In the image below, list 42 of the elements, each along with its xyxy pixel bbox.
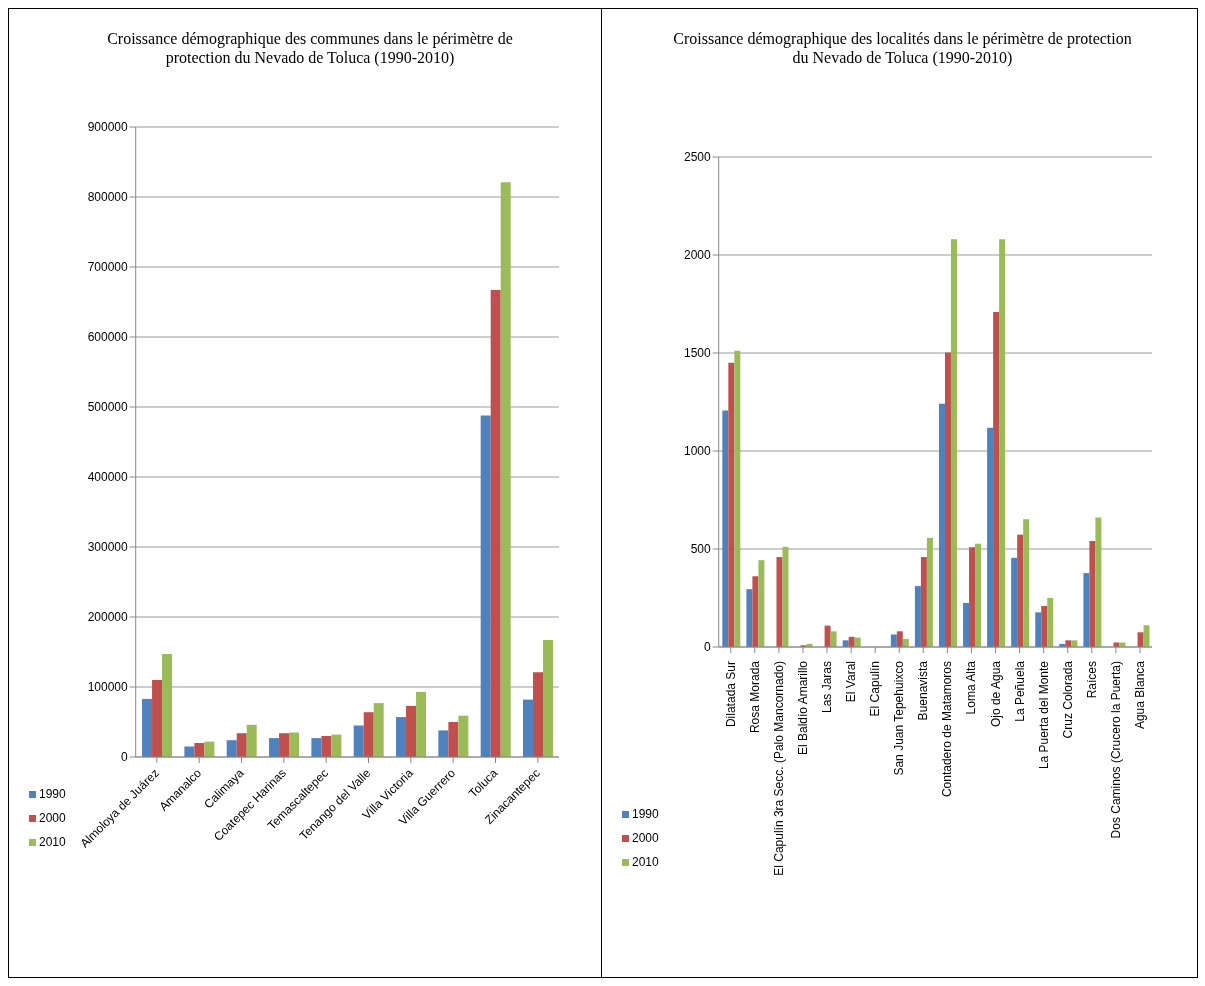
y-tick-label: 100000 bbox=[87, 680, 129, 695]
y-tick-label: 800000 bbox=[87, 190, 129, 205]
x-tick-label: San Juan Tepehuixco bbox=[892, 660, 907, 776]
y-tick-label: 700000 bbox=[87, 260, 129, 275]
y-tick-label: 500 bbox=[690, 542, 712, 557]
x-tick-label: Rosa Morada bbox=[747, 660, 762, 734]
x-tick-label: La Peñuela bbox=[1012, 660, 1027, 722]
y-tick-label: 2500 bbox=[684, 150, 712, 165]
x-tick-label: Agua Blanca bbox=[1132, 660, 1147, 730]
x-tick-label: Buenavista bbox=[916, 660, 931, 721]
legend-label: 2000 bbox=[632, 831, 659, 845]
legend-label: 2010 bbox=[39, 835, 66, 849]
y-tick-label: 400000 bbox=[87, 470, 129, 485]
y-tick-label: 0 bbox=[704, 640, 712, 655]
x-tick-label: Dilatada Sur bbox=[723, 661, 738, 728]
x-tick-label: El Varal bbox=[844, 661, 859, 703]
x-tick-label: El Baldío Amarillo bbox=[795, 660, 810, 756]
x-tick-label: El Capulín 3ra Secc. (Palo Mancornado) bbox=[771, 661, 786, 876]
x-tick-label: La Puerta del Monte bbox=[1036, 660, 1051, 770]
y-tick-label: 1000 bbox=[684, 444, 712, 459]
y-tick-label: 0 bbox=[121, 750, 129, 765]
y-tick-label: 300000 bbox=[87, 540, 129, 555]
y-tick-label: 2000 bbox=[684, 248, 712, 263]
y-tick-label: 500000 bbox=[87, 400, 129, 415]
legend-label: 2000 bbox=[39, 811, 66, 825]
x-tick-label: Dos Caminos (Crucero la Puerta) bbox=[1108, 661, 1123, 839]
y-tick-label: 600000 bbox=[87, 330, 129, 345]
x-tick-label: Las Jaras bbox=[820, 661, 835, 714]
legend-label: 2010 bbox=[632, 855, 659, 869]
y-tick-label: 200000 bbox=[87, 610, 129, 625]
x-tick-label: Loma Alta bbox=[964, 660, 979, 715]
x-tick-label: Contadero de Matamoros bbox=[940, 661, 955, 798]
x-tick-label: Ojo de Agua bbox=[988, 660, 1003, 728]
legend-label: 1990 bbox=[39, 787, 66, 801]
y-tick-label: 1500 bbox=[684, 346, 712, 361]
chart-title: Croissance démographique des localités dans le périmètre de protection du Nevado de Toluca (1990-2010) bbox=[672, 29, 1133, 67]
legend-label: 1990 bbox=[632, 807, 659, 821]
x-tick-label: El Capulín bbox=[868, 661, 883, 717]
chart-title: Croissance démographique des communes dans le périmètre de protection du Nevado de Toluca (1990-2010) bbox=[106, 29, 514, 67]
x-tick-label: Raíces bbox=[1084, 661, 1099, 699]
x-tick-label: Cruz Colorada bbox=[1060, 660, 1075, 739]
y-tick-label: 900000 bbox=[87, 120, 129, 135]
